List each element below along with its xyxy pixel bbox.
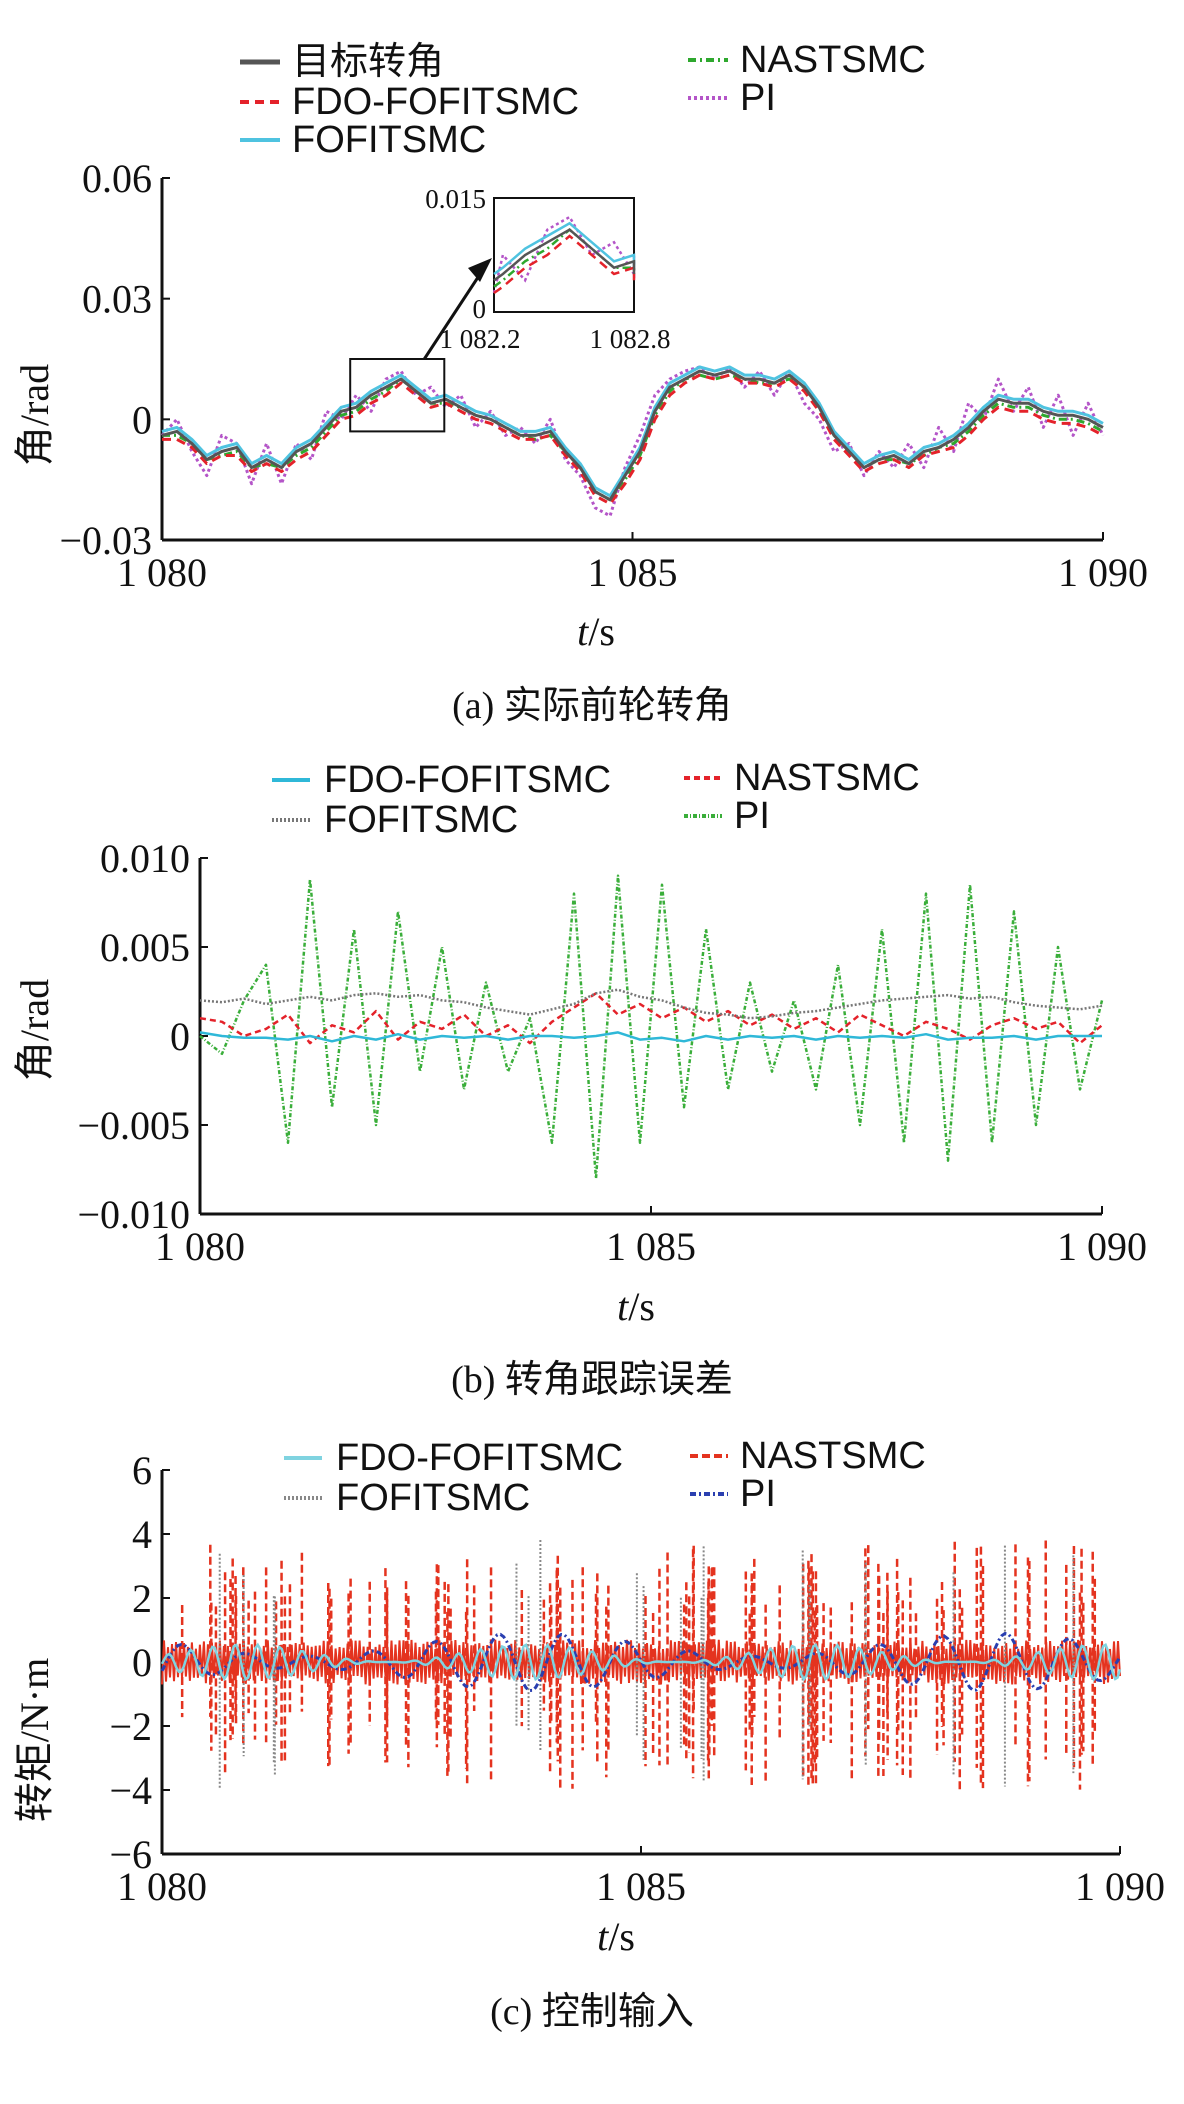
legend-label-fofitsmc: FOFITSMC [336,1477,530,1519]
legend-label-nastsmc: NASTSMC [740,39,926,81]
legend-background [278,1440,978,1532]
y-tick-label: 6 [132,1448,152,1493]
y-axis-label-b: 角/rad [12,979,57,1081]
x-axis-label-a: t/s [577,609,615,654]
y-axis-label-c: 转矩/N·m [12,1658,57,1822]
inset-y-tick-label: 0.015 [425,184,486,214]
inset-y-tick-label: 0 [473,294,487,324]
x-tick-label: 1 090 [1057,1224,1147,1269]
y-tick-label: 2 [132,1576,152,1621]
y-tick-label: −4 [109,1768,152,1813]
legend-label-pi: PI [734,795,770,837]
legend-c: FDO-FOFITSMC FOFITSMC NASTSMC PI [278,1435,978,1532]
y-tick-label: −0.03 [59,518,152,563]
zoom-selection-box [349,358,446,433]
series-line [162,373,1104,506]
inset-zoom-a: 0.015 01 082.2 1 082.8 [349,184,671,433]
series-line [161,369,1104,502]
y-tick-label: −2 [109,1704,152,1749]
legend-label-fofitsmc: FOFITSMC [292,119,486,161]
legend-b: FDO-FOFITSMC FOFITSMC NASTSMC PI [272,757,920,841]
x-tick-label: 1 085 [606,1224,696,1269]
series-line [161,365,1104,498]
series-lines-b [199,874,1104,1180]
inset-x-tick-label: 1 082.8 [590,324,671,354]
y-tick-label: 4 [132,1512,152,1557]
series-line [199,1031,1102,1043]
series-line [199,988,1103,1020]
legend-label-pi: PI [740,77,776,119]
chart-panel-c: −6 −4 −2 0 2 4 6 1 080 1 085 1 090 FDO-FOFITSMC F… [12,1435,1165,2033]
y-tick-label: −6 [109,1832,152,1877]
legend-label-fdo: FDO-FOFITSMC [336,1437,623,1479]
series-line [199,874,1104,1180]
inset-series-line [493,228,636,282]
inset-series-line [493,234,636,295]
axes-c: −6 −4 −2 0 2 4 6 1 080 1 085 1 090 [109,1448,1165,1909]
zoom-arrow-head [468,258,492,282]
x-tick-label: 1 085 [596,1864,686,1909]
x-tick-label: 1 090 [1075,1864,1165,1909]
axes-a: −0.03 0 0.03 0.06 1 080 1 085 1 090 [59,156,1148,595]
x-tick-label: 1 085 [588,550,678,595]
caption-b: (b) 转角跟踪误差 [451,1359,733,1401]
legend-label-pi: PI [740,1473,776,1515]
legend-label-fdo: FDO-FOFITSMC [324,759,611,801]
inset-frame [493,197,635,313]
x-tick-label: 1 080 [117,1864,207,1909]
x-tick-label: 1 080 [117,550,207,595]
inset-x-tick-label: 1 082.2 [440,324,521,354]
series-lines-a [160,365,1105,518]
caption-c: (c) 控制输入 [490,1991,694,2033]
legend-label-nastsmc: NASTSMC [734,757,920,799]
y-tick-label: 0 [132,1640,152,1685]
caption-a: (a) 实际前轮转角 [452,685,732,727]
y-tick-label: 0.06 [82,156,152,201]
legend-label-target: 目标转角 [292,41,444,83]
y-axis-label-a: 角/rad [12,364,57,466]
y-tick-label: 0.005 [100,925,190,970]
series-line [162,373,1104,502]
x-axis-label-c: t/s [597,1914,635,1959]
legend-label-nastsmc: NASTSMC [740,1435,926,1477]
axes-b: −0.010 −0.005 0 0.005 0.010 1 080 1 085 1 090 [77,836,1147,1269]
chart-panel-a: 目标转角 FDO-FOFITSMC FOFITSMC NASTSMC PI −0… [12,39,1148,727]
legend-label-fdo: FDO-FOFITSMC [292,81,579,123]
x-tick-label: 1 080 [155,1224,245,1269]
inset-series-line [493,221,636,276]
series-line [160,365,1105,518]
y-tick-label: −0.010 [77,1192,190,1237]
series-line [160,1642,1122,1682]
y-tick-label: 0 [170,1014,190,1059]
x-tick-label: 1 090 [1058,550,1148,595]
legend-a: 目标转角 FDO-FOFITSMC FOFITSMC NASTSMC PI [240,39,926,161]
series-lines-c [160,1539,1122,1790]
series-line [199,992,1103,1045]
y-tick-label: −0.005 [77,1103,190,1148]
chart-panel-b: FDO-FOFITSMC FOFITSMC NASTSMC PI −0.010−… [12,757,1147,1401]
y-tick-label: 0 [132,397,152,442]
y-tick-label: 0.010 [100,836,190,881]
x-axis-label-b: t/s [617,1284,655,1329]
legend-label-fofitsmc: FOFITSMC [324,799,518,841]
y-tick-label: 0.03 [82,277,152,322]
